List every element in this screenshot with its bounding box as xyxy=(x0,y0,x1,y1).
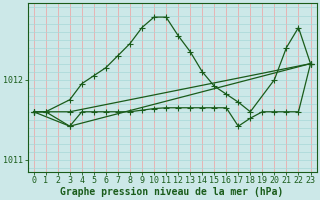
X-axis label: Graphe pression niveau de la mer (hPa): Graphe pression niveau de la mer (hPa) xyxy=(60,186,284,197)
